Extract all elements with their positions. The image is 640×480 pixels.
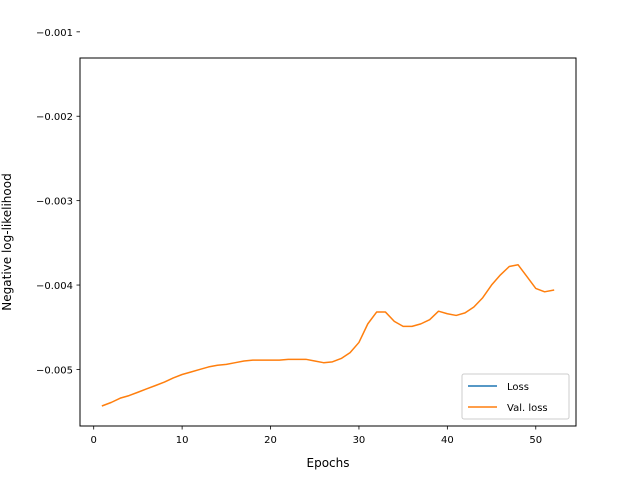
x-tick-label: 0 xyxy=(91,435,97,446)
legend-label: Loss xyxy=(507,382,529,393)
x-tick-label: 10 xyxy=(176,435,189,446)
legend: Loss Val. loss xyxy=(461,373,570,420)
legend-label: Val. loss xyxy=(507,403,548,414)
y-tick-label: −0.003 xyxy=(36,197,73,208)
x-tick-label: 20 xyxy=(264,435,277,446)
y-axis: −0.005 −0.004 −0.003 −0.002 −0.001 xyxy=(36,28,80,376)
x-axis-label: Epochs xyxy=(307,456,350,470)
series-line-val-loss xyxy=(101,264,555,407)
x-tick-label: 40 xyxy=(441,435,454,446)
y-tick-label: −0.004 xyxy=(36,281,73,292)
y-tick-label: −0.005 xyxy=(36,365,73,376)
x-tick-label: 50 xyxy=(529,435,542,446)
y-tick-label: −0.002 xyxy=(36,112,73,123)
y-tick-label: −0.001 xyxy=(36,28,73,39)
x-axis: 0 10 20 30 40 50 xyxy=(91,426,542,446)
series-layer xyxy=(101,264,555,407)
plot-frame xyxy=(79,57,577,427)
y-axis-label: Negative log-likelihood xyxy=(0,173,14,310)
x-tick-label: 30 xyxy=(353,435,366,446)
